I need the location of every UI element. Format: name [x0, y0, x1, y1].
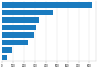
Bar: [2, 25, 36, 30]
Bar: [2, 40, 28, 45]
Bar: [2, 47, 12, 53]
Bar: [2, 17, 39, 23]
Bar: [2, 10, 53, 15]
Bar: [2, 2, 92, 8]
Bar: [2, 32, 34, 38]
Bar: [2, 55, 7, 60]
